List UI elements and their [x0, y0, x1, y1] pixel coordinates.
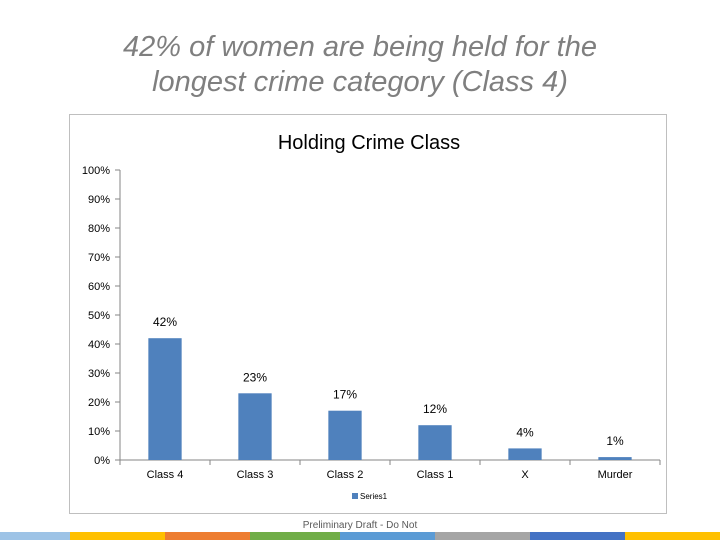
bar-class-1: [418, 425, 452, 460]
y-tick-label: 0%: [94, 455, 110, 467]
y-tick-label: 70%: [88, 252, 110, 264]
color-bar-segment: [70, 532, 165, 540]
bar-chart: Holding Crime Class 0% 10% 20% 30% 40% 50% 60% 7…: [82, 132, 661, 501]
y-tick-label: 40%: [88, 339, 110, 351]
color-bar-segment: [530, 532, 625, 540]
y-tick-label: 60%: [88, 281, 110, 293]
data-label: 4%: [516, 425, 534, 439]
color-bar-segment: [165, 532, 250, 540]
color-bar-segment: [250, 532, 340, 540]
bar-class-2: [328, 410, 362, 460]
y-tick-label: 80%: [88, 223, 110, 235]
x-tick-label: Class 3: [237, 469, 274, 481]
y-tick-label: 20%: [88, 397, 110, 409]
y-tick-label: 50%: [88, 310, 110, 322]
slide-title-line-1: 42% of women are being held for the: [123, 31, 597, 63]
x-tick-label: X: [521, 469, 529, 481]
bottom-color-bar: [0, 532, 720, 540]
bar-class-4: [148, 338, 182, 460]
chart-frame: Holding Crime Class 0% 10% 20% 30% 40% 50% 60% 7…: [69, 114, 667, 514]
data-label: 17%: [333, 388, 357, 402]
color-bar-segment: [340, 532, 435, 540]
data-label: 23%: [243, 370, 267, 384]
y-tick-label: 90%: [88, 194, 110, 206]
y-tick-label: 10%: [88, 426, 110, 438]
bar-class-3: [238, 393, 272, 460]
footer-note: Preliminary Draft - Do Not: [302, 520, 418, 531]
y-tick-label: 30%: [88, 368, 110, 380]
bar-murder: [598, 457, 632, 460]
data-label: 42%: [153, 315, 177, 329]
x-tick-label: Murder: [598, 469, 633, 481]
x-tick-label: Class 4: [147, 469, 184, 481]
data-label: 12%: [423, 402, 447, 416]
color-bar-segment: [0, 532, 70, 540]
legend-swatch: [352, 493, 358, 499]
x-tick-label: Class 2: [327, 469, 364, 481]
data-label: 1%: [606, 434, 624, 448]
color-bar-segment: [625, 532, 720, 540]
color-bar-segment: [435, 532, 530, 540]
slide-title: 42% of women are being held for the long…: [20, 30, 700, 100]
y-tick-label: 100%: [82, 165, 110, 177]
slide-title-line-2: longest crime category (Class 4): [152, 66, 568, 98]
chart-title: Holding Crime Class: [278, 132, 460, 154]
x-tick-label: Class 1: [417, 469, 454, 481]
bar-x: [508, 448, 542, 460]
legend-label: Series1: [360, 492, 388, 501]
